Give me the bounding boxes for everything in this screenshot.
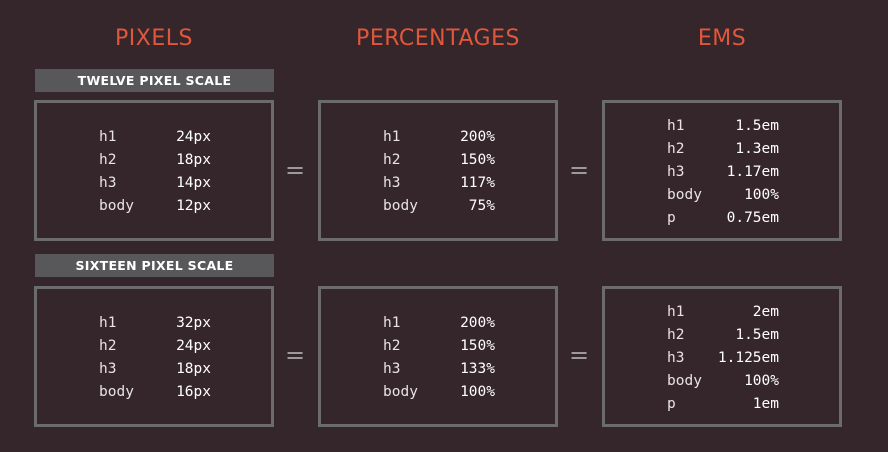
selector-label: h2 [383, 338, 401, 354]
selector-label: h2 [99, 338, 117, 354]
selector-label: h1 [99, 315, 117, 331]
size-value: 0.75em [726, 210, 779, 226]
equals-sign: = [569, 156, 590, 184]
size-value: 200% [460, 129, 495, 145]
size-value: 150% [460, 338, 495, 354]
selector-label: h1 [667, 304, 685, 320]
list-item: body 12px [99, 195, 211, 218]
list-item: body 100% [667, 370, 779, 393]
size-value: 1.125em [717, 350, 779, 366]
size-value: 1.17em [726, 164, 779, 180]
selector-label: body [99, 198, 134, 214]
list-item: h3 117% [383, 172, 495, 195]
sixteen-ems-list: h1 2em h2 1.5em h3 1.125em body 100% p 1em [667, 301, 779, 416]
list-item: h2 150% [383, 335, 495, 358]
list-item: h1 24px [99, 126, 211, 149]
size-value: 18px [176, 152, 211, 168]
list-item: h2 18px [99, 149, 211, 172]
selector-label: h3 [99, 361, 117, 377]
selector-label: h1 [667, 118, 685, 134]
list-item: body 100% [667, 184, 779, 207]
list-item: h2 150% [383, 149, 495, 172]
selector-label: h3 [667, 164, 685, 180]
list-item: p 0.75em [667, 207, 779, 230]
equals-sign: = [285, 341, 306, 369]
sixteen-ems-box: h1 2em h2 1.5em h3 1.125em body 100% p 1em [602, 286, 842, 427]
list-item: h3 18px [99, 358, 211, 381]
size-value: 2em [752, 304, 779, 320]
selector-label: h1 [383, 129, 401, 145]
size-value: 150% [460, 152, 495, 168]
selector-label: body [667, 373, 702, 389]
size-value: 75% [468, 198, 495, 214]
list-item: h3 1.17em [667, 161, 779, 184]
size-value: 1.3em [735, 141, 779, 157]
selector-label: p [667, 210, 676, 226]
sixteen-percentages-box: h1 200% h2 150% h3 133% body 100% [318, 286, 558, 427]
size-value: 200% [460, 315, 495, 331]
twelve-pixels-list: h1 24px h2 18px h3 14px body 12px [99, 126, 211, 218]
twelve-pixel-scale-label: TWELVE PIXEL SCALE [35, 69, 274, 92]
list-item: h1 1.5em [667, 115, 779, 138]
list-item: p 1em [667, 393, 779, 416]
twelve-pixels-box: h1 24px h2 18px h3 14px body 12px [34, 100, 274, 241]
list-item: h1 200% [383, 126, 495, 149]
size-value: 24px [176, 338, 211, 354]
percentages-heading: PERCENTAGES [356, 26, 520, 51]
list-item: body 16px [99, 381, 211, 404]
list-item: h1 200% [383, 312, 495, 335]
sixteen-pixel-scale-label: SIXTEEN PIXEL SCALE [35, 254, 274, 277]
twelve-ems-box: h1 1.5em h2 1.3em h3 1.17em body 100% p 0.75e… [602, 100, 842, 241]
list-item: h2 24px [99, 335, 211, 358]
equals-sign: = [569, 341, 590, 369]
ems-heading: EMS [697, 26, 747, 51]
twelve-percentages-box: h1 200% h2 150% h3 117% body 75% [318, 100, 558, 241]
size-value: 14px [176, 175, 211, 191]
list-item: h2 1.3em [667, 138, 779, 161]
size-value: 100% [744, 187, 779, 203]
selector-label: h2 [667, 327, 685, 343]
list-item: h3 14px [99, 172, 211, 195]
pixels-heading: PIXELS [115, 26, 193, 51]
size-value: 1.5em [735, 327, 779, 343]
selector-label: h3 [383, 361, 401, 377]
selector-label: h1 [99, 129, 117, 145]
size-value: 18px [176, 361, 211, 377]
size-value: 32px [176, 315, 211, 331]
selector-label: h2 [667, 141, 685, 157]
list-item: h3 1.125em [667, 347, 779, 370]
selector-label: body [667, 187, 702, 203]
size-value: 1.5em [735, 118, 779, 134]
equals-sign: = [285, 156, 306, 184]
selector-label: h2 [99, 152, 117, 168]
selector-label: h2 [383, 152, 401, 168]
list-item: h1 2em [667, 301, 779, 324]
selector-label: h3 [667, 350, 685, 366]
selector-label: h3 [383, 175, 401, 191]
sixteen-pixels-box: h1 32px h2 24px h3 18px body 16px [34, 286, 274, 427]
size-value: 12px [176, 198, 211, 214]
size-value: 100% [460, 384, 495, 400]
list-item: body 100% [383, 381, 495, 404]
size-value: 133% [460, 361, 495, 377]
size-value: 1em [752, 396, 779, 412]
size-value: 16px [176, 384, 211, 400]
size-value: 24px [176, 129, 211, 145]
selector-label: body [99, 384, 134, 400]
size-value: 100% [744, 373, 779, 389]
selector-label: h1 [383, 315, 401, 331]
sixteen-percentages-list: h1 200% h2 150% h3 133% body 100% [383, 312, 495, 404]
twelve-percentages-list: h1 200% h2 150% h3 117% body 75% [383, 126, 495, 218]
list-item: h3 133% [383, 358, 495, 381]
selector-label: p [667, 396, 676, 412]
selector-label: body [383, 384, 418, 400]
selector-label: h3 [99, 175, 117, 191]
list-item: h1 32px [99, 312, 211, 335]
twelve-ems-list: h1 1.5em h2 1.3em h3 1.17em body 100% p 0.75e… [667, 115, 779, 230]
size-value: 117% [460, 175, 495, 191]
list-item: body 75% [383, 195, 495, 218]
selector-label: body [383, 198, 418, 214]
sixteen-pixels-list: h1 32px h2 24px h3 18px body 16px [99, 312, 211, 404]
list-item: h2 1.5em [667, 324, 779, 347]
